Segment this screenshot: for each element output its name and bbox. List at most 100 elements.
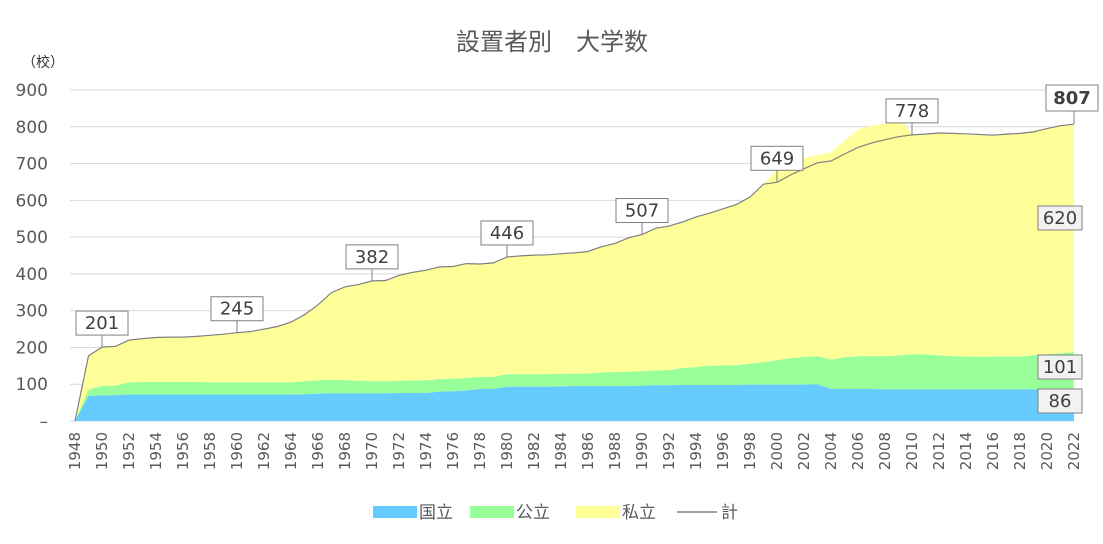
callout-box (75, 310, 129, 336)
callout-box (615, 198, 669, 224)
callout-label: 807 (1053, 88, 1091, 109)
y-tick-label: 900 (16, 81, 48, 101)
stacked-areas (74, 115, 1075, 422)
x-tick-label: 1978 (471, 432, 489, 470)
total-line (74, 123, 1075, 422)
callout-label: 446 (490, 223, 524, 244)
area-私立 (75, 115, 1074, 422)
x-tick-label: 1960 (228, 432, 246, 470)
callout: 101 (1037, 354, 1083, 380)
y-tick-label: 400 (16, 265, 48, 285)
x-tick-label: 1958 (201, 432, 219, 470)
legend-swatch (470, 506, 514, 518)
x-tick-label: 1996 (714, 432, 732, 470)
legend-label: 計 (721, 503, 738, 523)
area-公立 (75, 352, 1074, 421)
legend-label: 私立 (622, 503, 656, 523)
callout: 778 (885, 98, 939, 124)
legend-item: 公立 (470, 503, 550, 523)
legend-label: 国立 (419, 503, 453, 523)
y-tick-label: 200 (16, 338, 48, 358)
callout: 446 (480, 220, 534, 246)
callout-label: 507 (625, 201, 659, 222)
callout-label: 101 (1043, 357, 1077, 378)
x-tick-label: 2020 (1038, 432, 1056, 470)
callout-box (480, 220, 534, 246)
legend-item: 国立 (373, 503, 453, 523)
callout: 201 (75, 310, 129, 336)
callout-label: 201 (85, 313, 119, 334)
callout: 382 (345, 244, 399, 270)
x-tick-label: 1964 (282, 432, 300, 470)
callout-label: 86 (1049, 391, 1072, 412)
x-tick-label: 1956 (174, 432, 192, 470)
legend: 国立 公立 私立 計 (373, 503, 738, 523)
legend-item: 計 (677, 503, 738, 523)
x-tick-label: 1994 (687, 432, 705, 470)
x-tick-label: 2010 (903, 432, 921, 470)
callout: 245 (210, 296, 264, 322)
x-tick-label: 1982 (525, 432, 543, 470)
x-tick-label: 2006 (849, 432, 867, 470)
x-tick-label: 1976 (444, 432, 462, 470)
x-tick-label: 1980 (498, 432, 516, 470)
callout-box (1045, 84, 1099, 112)
x-tick-label: 2014 (957, 432, 975, 470)
legend-item: 私立 (576, 503, 656, 523)
callout-box (1037, 354, 1083, 380)
x-tick-label: 1968 (336, 432, 354, 470)
callout: 620 (1037, 205, 1083, 231)
legend-swatch (576, 506, 620, 518)
callout-box (345, 244, 399, 270)
y-tick-label: 300 (16, 302, 48, 322)
x-tick-label: 2016 (984, 432, 1002, 470)
y-tick-label: 100 (16, 375, 48, 395)
x-tick-label: 1998 (741, 432, 759, 470)
x-tick-label: 2004 (822, 432, 840, 470)
callout-label: 620 (1043, 208, 1077, 229)
y-tick-label: 800 (16, 118, 48, 138)
x-tick-label: 1986 (579, 432, 597, 470)
x-tick-label: 1952 (120, 432, 138, 470)
callout-box (750, 145, 804, 171)
x-tick-label: 1966 (309, 432, 327, 470)
y-axis-ticks: – 100 200 300 400 500 600 700 800 900 (16, 81, 48, 432)
x-tick-label: 2022 (1065, 432, 1083, 470)
x-tick-label: 1962 (255, 432, 273, 470)
y-tick-label: 500 (16, 228, 48, 248)
area-国立 (75, 384, 1074, 421)
callout: 86 (1037, 388, 1083, 414)
x-tick-label: 2008 (876, 432, 894, 470)
callout-box (1037, 388, 1083, 414)
callout: 807 (1045, 84, 1099, 112)
legend-swatch (373, 506, 417, 518)
x-tick-label: 1990 (633, 432, 651, 470)
y-tick-label: 600 (16, 191, 48, 211)
x-tick-label: 1954 (147, 432, 165, 470)
x-tick-label: 2000 (768, 432, 786, 470)
x-tick-label: 1974 (417, 432, 435, 470)
x-tick-label: 2002 (795, 432, 813, 470)
callout-label: 649 (760, 148, 794, 169)
x-tick-label: 1950 (93, 432, 111, 470)
callout-label: 382 (355, 247, 389, 268)
x-axis-ticks: 1948 1950 1952 1954 1956 1958 1960 1962 1964 1966… (66, 432, 1083, 470)
x-tick-label: 1992 (660, 432, 678, 470)
value-callouts: 201 245 382 446 507 649 778 807 620 101 86 (75, 84, 1099, 414)
y-axis-unit-label: （校） (22, 54, 64, 71)
x-tick-label: 1988 (606, 432, 624, 470)
callout-box (885, 98, 939, 124)
callout-box (1037, 205, 1083, 231)
x-tick-label: 1948 (66, 432, 84, 470)
chart-title: 設置者別 大学数 (456, 28, 648, 56)
y-tick-label: 700 (16, 155, 48, 175)
callout-label: 778 (895, 101, 929, 122)
x-tick-label: 2018 (1011, 432, 1029, 470)
callout: 649 (750, 145, 804, 171)
callout-label: 245 (220, 299, 254, 320)
callout-box (210, 296, 264, 322)
legend-label: 公立 (516, 503, 550, 523)
x-tick-label: 1970 (363, 432, 381, 470)
x-tick-label: 2012 (930, 432, 948, 470)
